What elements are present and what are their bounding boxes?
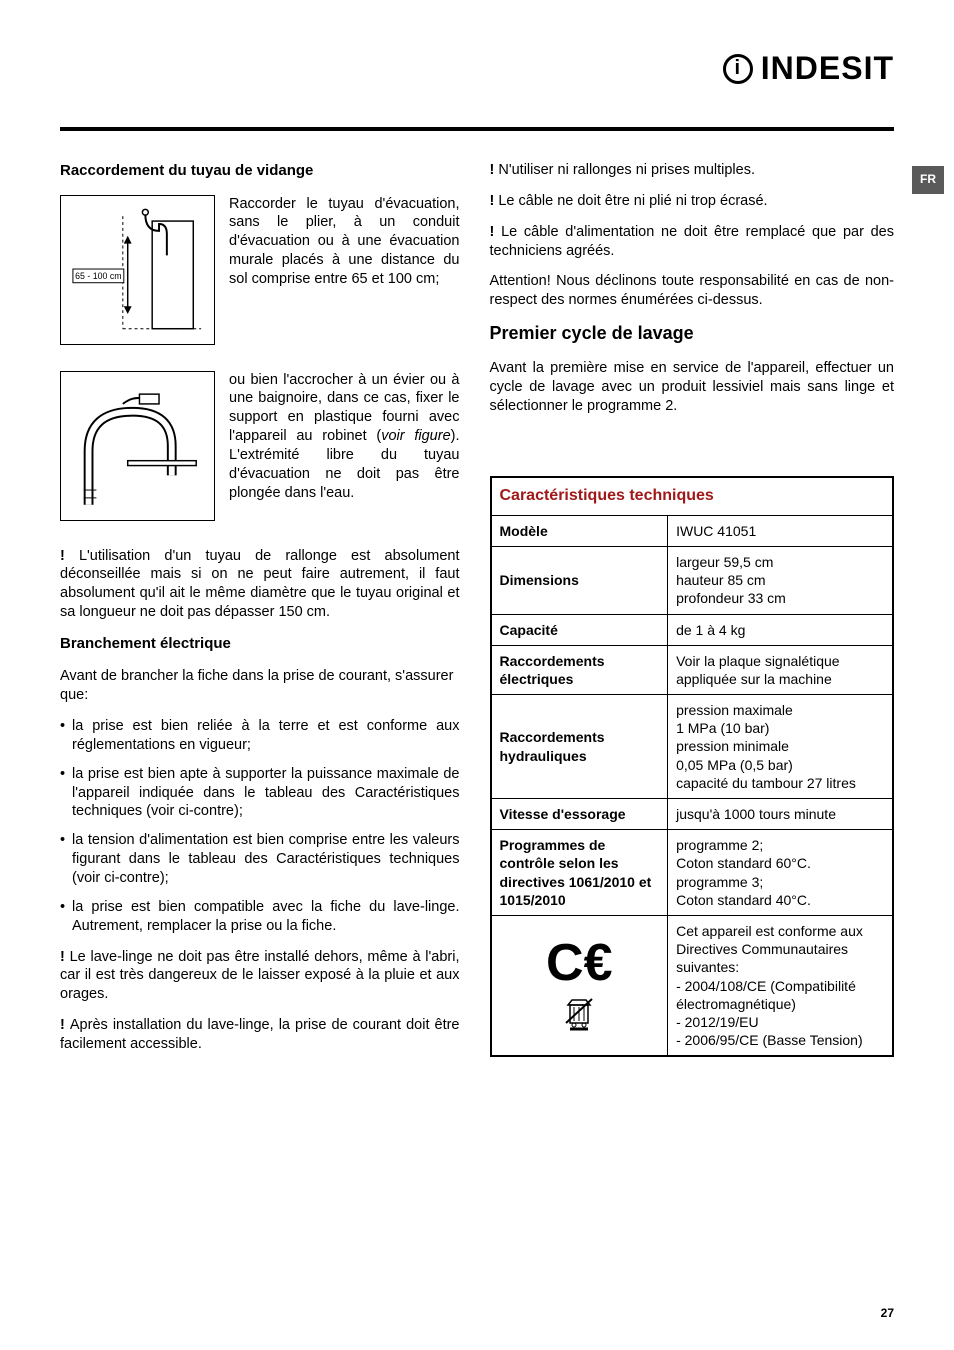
figure-drain-height-image: 65 - 100 cm xyxy=(60,195,215,345)
spec-label: Modèle xyxy=(491,515,668,546)
spec-value: IWUC 41051 xyxy=(668,515,893,546)
ce-text: Cet appareil est conforme aux Directives… xyxy=(668,915,893,1056)
drain-text-1: Raccorder le tuyau d'évacuation, sans le… xyxy=(229,195,460,289)
table-row: Programmes de contrôle selon les directi… xyxy=(491,830,894,916)
spec-label: Programmes de contrôle selon les directi… xyxy=(491,830,668,916)
warning-cable-replace: Le câble d'alimentation ne doit être rem… xyxy=(490,223,895,261)
drain-height-svg: 65 - 100 cm xyxy=(69,205,206,335)
elec-bullets: la prise est bien reliée à la terre et e… xyxy=(60,717,460,935)
bullet-item: la prise est bien compatible avec la fic… xyxy=(60,898,460,936)
warning-cable-bend: Le câble ne doit être ni plié ni trop éc… xyxy=(490,192,895,211)
bullet-item: la prise est bien apte à supporter la pu… xyxy=(60,765,460,822)
drain-hook-svg xyxy=(69,381,206,511)
spec-label: Raccordements hydrauliques xyxy=(491,695,668,799)
left-column: Raccordement du tuyau de vidange 65 - 10… xyxy=(60,161,460,1066)
table-row: Modèle IWUC 41051 xyxy=(491,515,894,546)
warning-access: Après installation du lave-linge, la pri… xyxy=(60,1016,460,1054)
spec-value: programme 2; Coton standard 60°C. progra… xyxy=(668,830,893,916)
figure-drain-hook-image xyxy=(60,371,215,521)
table-row: C€ xyxy=(491,915,894,1056)
heading-drain: Raccordement du tuyau de vidange xyxy=(60,161,460,181)
spec-label: Dimensions xyxy=(491,546,668,614)
warning-multiplug: N'utiliser ni rallonges ni prises multip… xyxy=(490,161,895,180)
table-row: Raccordements hydrauliques pression maxi… xyxy=(491,695,894,799)
table-title: Caractéristiques techniques xyxy=(491,477,894,515)
language-badge: FR xyxy=(912,166,944,194)
weee-bin-icon xyxy=(564,995,594,1035)
figure-drain-hook: ou bien l'accrocher à un évier ou à une … xyxy=(60,371,460,521)
header-divider xyxy=(60,127,894,131)
ce-mark-icon: C€ xyxy=(500,937,660,989)
table-row: Capacité de 1 à 4 kg xyxy=(491,614,894,645)
brand-name: INDESIT xyxy=(761,50,894,87)
spec-label: Capacité xyxy=(491,614,668,645)
table-row: Vitesse d'essorage jusqu'à 1000 tours mi… xyxy=(491,799,894,830)
heading-electrical: Branchement électrique xyxy=(60,634,460,654)
attention-text: Attention! Nous déclinons toute responsa… xyxy=(490,272,895,310)
tech-specs-table: Caractéristiques techniques Modèle IWUC … xyxy=(490,476,895,1057)
page-number: 27 xyxy=(881,1306,894,1320)
drain-text-2: ou bien l'accrocher à un évier ou à une … xyxy=(229,371,460,503)
brand-logo-icon: i xyxy=(723,54,753,84)
spec-value: jusqu'à 1000 tours minute xyxy=(668,799,893,830)
heading-first-cycle: Premier cycle de lavage xyxy=(490,322,895,345)
warning-extension: L'utilisation d'un tuyau de rallonge est… xyxy=(60,547,460,622)
spec-value: pression maximale 1 MPa (10 bar) pressio… xyxy=(668,695,893,799)
spec-label: Raccordements électriques xyxy=(491,645,668,694)
spec-value: largeur 59,5 cm hauteur 85 cm profondeur… xyxy=(668,546,893,614)
spec-value: Voir la plaque signalétique appliquée su… xyxy=(668,645,893,694)
right-column: FR N'utiliser ni rallonges ni prises mul… xyxy=(490,161,895,1066)
figure-drain-height: 65 - 100 cm Raccorder le tuyau d'évacuat… xyxy=(60,195,460,345)
spec-value: de 1 à 4 kg xyxy=(668,614,893,645)
brand-logo-area: i INDESIT xyxy=(60,50,894,87)
warning-outdoor: Le lave-linge ne doit pas être installé … xyxy=(60,948,460,1005)
bullet-item: la tension d'alimentation est bien compr… xyxy=(60,831,460,888)
page-content: Raccordement du tuyau de vidange 65 - 10… xyxy=(60,161,894,1066)
height-label: 65 - 100 cm xyxy=(75,270,121,280)
table-row: Dimensions largeur 59,5 cm hauteur 85 cm… xyxy=(491,546,894,614)
spec-label: Vitesse d'essorage xyxy=(491,799,668,830)
bullet-item: la prise est bien reliée à la terre et e… xyxy=(60,717,460,755)
ce-mark-cell: C€ xyxy=(491,915,668,1056)
elec-intro: Avant de brancher la fiche dans la prise… xyxy=(60,667,460,705)
table-row: Raccordements électriques Voir la plaque… xyxy=(491,645,894,694)
brand-logo: i INDESIT xyxy=(723,50,894,87)
first-cycle-text: Avant la première mise en service de l'a… xyxy=(490,359,895,416)
